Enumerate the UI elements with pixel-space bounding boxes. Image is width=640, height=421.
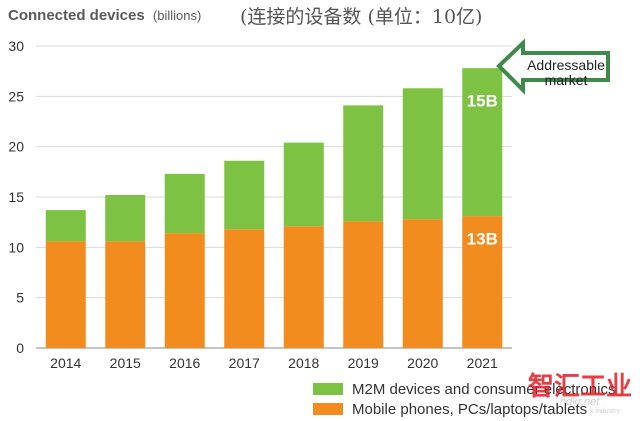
watermark-sub: k industry [590, 408, 620, 415]
bar-m2m-2014 [45, 210, 86, 242]
bar-mobile-2018 [283, 226, 324, 348]
callout-line-1: Addressable [527, 57, 605, 73]
bar-m2m-2018 [283, 142, 324, 227]
bar-m2m-2021 [462, 68, 503, 217]
chart-title-main: Connected devices [8, 7, 145, 24]
bar-mobile-2021 [462, 216, 503, 348]
watermark-chinese: 智汇工业 [528, 372, 632, 402]
y-tick-label: 30 [8, 38, 24, 54]
x-tick-label: 2020 [407, 355, 438, 371]
legend-swatch-mobile [313, 403, 343, 415]
bar-label-mobile-2021: 13B [467, 230, 498, 249]
bars: 15B 13B [45, 68, 503, 348]
bar-mobile-2020 [402, 219, 443, 348]
bar-m2m-2019 [343, 105, 384, 222]
y-tick-label: 0 [16, 340, 24, 356]
watermark-url: hdkr.net [560, 396, 600, 408]
chart-title: Connected devices (billions) [8, 7, 201, 24]
y-tick-label: 25 [8, 88, 24, 104]
legend-label-m2m: M2M devices and consumer electronics [352, 381, 615, 398]
y-tick-label: 20 [8, 139, 24, 155]
x-tick-label: 2016 [169, 355, 200, 371]
x-tick-label: 2019 [348, 355, 379, 371]
y-tick-label: 10 [8, 239, 24, 255]
legend-label-mobile: Mobile phones, PCs/laptops/tablets [352, 401, 587, 418]
x-tick-label: 2015 [110, 355, 141, 371]
bar-m2m-2016 [164, 173, 205, 234]
y-tick-label: 5 [16, 290, 24, 306]
chart-title-units: (billions) [153, 8, 201, 23]
x-tick-label: 2014 [50, 355, 81, 371]
x-tick-label: 2018 [288, 355, 319, 371]
bar-mobile-2016 [164, 233, 205, 348]
bar-mobile-2014 [45, 241, 86, 348]
bar-label-m2m-2021: 15B [467, 92, 498, 111]
bar-mobile-2017 [224, 229, 265, 348]
callout-arrow-shape [496, 38, 610, 95]
bar-mobile-2015 [105, 241, 146, 348]
bar-m2m-2020 [402, 88, 443, 220]
legend-swatch-m2m [313, 383, 343, 395]
x-tick-label: 2021 [467, 355, 498, 371]
bar-m2m-2017 [224, 160, 265, 230]
bar-m2m-2015 [105, 194, 146, 242]
addressable-market-callout: Addressable market [496, 38, 610, 95]
chart-title-chinese: (连接的设备数 (单位：10亿) [240, 6, 482, 28]
legend: M2M devices and consumer electronics Mob… [313, 381, 615, 418]
watermark: 智汇工业 hdkr.net k industry [528, 372, 632, 415]
callout-line-2: market [545, 72, 588, 88]
y-tick-label: 15 [8, 189, 24, 205]
x-tick-label: 2017 [229, 355, 260, 371]
bar-mobile-2019 [343, 221, 384, 348]
x-axis: 2014 2015 2016 2017 2018 2019 2020 2021 [50, 355, 498, 371]
y-axis: 0 5 10 15 20 25 30 [8, 38, 24, 356]
